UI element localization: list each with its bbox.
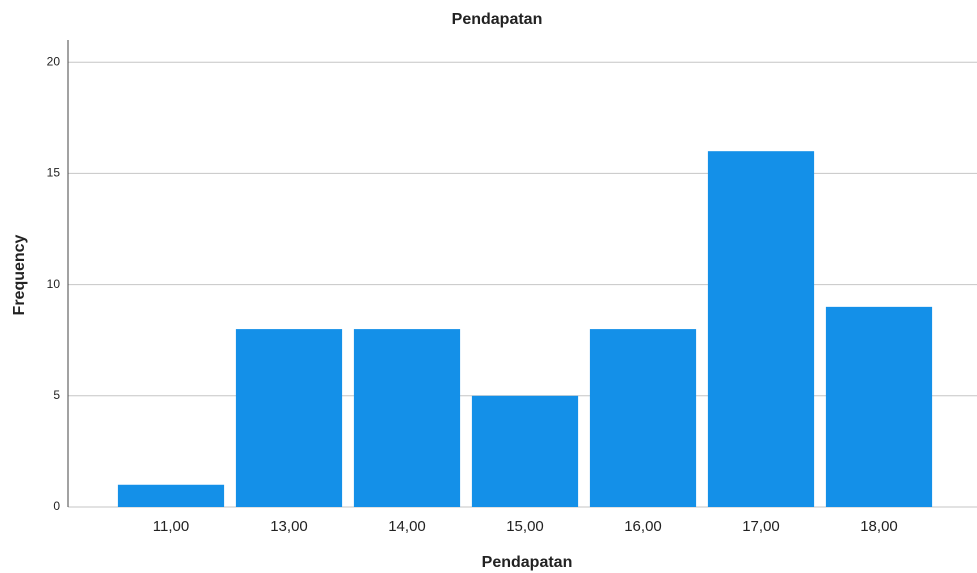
y-tick-label: 5 (53, 388, 60, 402)
bar (825, 306, 933, 507)
bar (471, 395, 579, 507)
x-tick-label: 13,00 (270, 518, 308, 535)
x-tick-label: 16,00 (624, 518, 662, 535)
x-axis-label: Pendapatan (482, 554, 573, 571)
bar (707, 151, 815, 507)
x-tick-label: 15,00 (506, 518, 544, 535)
x-tick-label: 11,00 (153, 518, 189, 535)
y-tick-label: 10 (47, 277, 61, 291)
y-tick-label: 20 (47, 54, 61, 68)
bar (235, 329, 343, 507)
y-axis-label: Frequency (11, 234, 28, 315)
bar (353, 329, 461, 507)
x-tick-label: 14,00 (388, 518, 426, 535)
x-tick-label: 18,00 (860, 518, 898, 535)
chart-title: Pendapatan (452, 11, 543, 28)
bar (589, 329, 697, 507)
x-tick-label: 17,00 (742, 518, 780, 535)
y-tick-label: 0 (53, 499, 60, 513)
bar (117, 484, 225, 507)
y-tick-label: 15 (47, 166, 61, 180)
